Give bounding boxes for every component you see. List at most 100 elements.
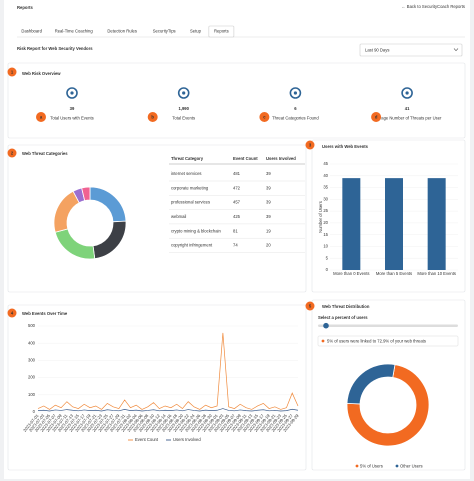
stat-icon	[289, 87, 302, 99]
y-tick-label: 15	[323, 232, 328, 237]
info-icon	[321, 339, 325, 343]
stat-label: Average Number of Threats per User	[373, 116, 442, 121]
x-tick-label: More than 10 Events	[417, 271, 456, 276]
table-cell: 472	[233, 185, 241, 190]
x-tick-label: More than 5 Events	[376, 271, 412, 276]
line-series	[37, 332, 299, 410]
info-text: 5% of users were linked to 72.9% of your…	[327, 338, 426, 343]
badge-label: 2	[11, 150, 14, 155]
badge	[7, 67, 17, 77]
y-tick-label: 30	[323, 196, 328, 201]
legend-swatch	[395, 464, 399, 468]
section-title: Users with Web Events	[322, 144, 369, 149]
y-tick-label: 0	[326, 267, 329, 272]
y-axis-label: Number of Users	[318, 201, 323, 233]
table-header: Threat Category	[171, 156, 204, 161]
stat-label: Total Users with Events	[50, 116, 94, 121]
y-tick-label: 40	[323, 173, 328, 178]
donut-segment	[346, 364, 430, 447]
badge-label: 3	[309, 142, 312, 147]
section-title: Web Risk Overview	[22, 71, 61, 76]
badge-label: d	[375, 114, 378, 119]
y-tick-label: 500	[28, 323, 36, 328]
stat-icon-dot	[405, 91, 409, 95]
legend-label: Users Involved	[173, 437, 201, 442]
badge-label: 4	[11, 310, 14, 315]
legend-swatch	[355, 464, 359, 468]
table-cell: 19	[266, 228, 271, 233]
table-cell: internet services	[171, 171, 202, 176]
bar	[385, 178, 403, 270]
table-cell: 74	[233, 243, 238, 248]
slider-label: Select a percent of users	[318, 315, 368, 320]
table-cell: professional services	[171, 200, 210, 205]
tab-active	[208, 25, 235, 38]
slider-track[interactable]	[318, 324, 458, 328]
section-title: Web Threat Categories	[22, 151, 68, 156]
section-title: Web Threat Distribution	[322, 304, 370, 309]
card	[7, 304, 307, 471]
stat-icon-dot	[293, 91, 297, 95]
select[interactable]	[359, 43, 463, 57]
donut-segment	[81, 186, 91, 202]
y-tick-label: 5	[326, 255, 329, 260]
y-tick-label: 400	[28, 340, 36, 345]
table-cell: copyright infringement	[171, 243, 213, 248]
y-tick-label: 0	[33, 409, 36, 414]
page-title: Reports	[17, 5, 33, 10]
tab: Detection Rules	[107, 29, 137, 34]
tab: Setup	[190, 29, 202, 34]
back-link: ← Back to SecurityCoach Reports	[401, 4, 465, 9]
badge	[305, 140, 315, 150]
stat-value: 39	[70, 106, 75, 111]
badge	[36, 112, 46, 122]
select-arrow	[453, 48, 459, 52]
y-tick-label: 20	[323, 220, 328, 225]
table-cell: 425	[233, 214, 241, 219]
badge-label: 1	[11, 69, 14, 74]
slider-handle[interactable]	[323, 322, 329, 329]
badge	[7, 308, 17, 318]
select-value: Last 90 Days	[365, 47, 389, 52]
bar	[342, 178, 361, 270]
badge	[305, 301, 315, 311]
stat-icon	[401, 87, 413, 99]
tab: Reports	[214, 29, 229, 34]
table-cell: 39	[266, 214, 271, 219]
badge	[147, 112, 158, 122]
y-tick-label: 100	[28, 392, 36, 397]
table-cell: 39	[266, 171, 271, 176]
stat-icon-dot	[70, 91, 74, 95]
stat-label: Total Events	[172, 116, 195, 121]
card	[7, 144, 307, 293]
info-box	[317, 335, 459, 347]
table-cell: crypto mining & blockchain	[171, 228, 221, 233]
table-cell: 81	[233, 228, 238, 233]
y-tick-label: 25	[323, 208, 328, 213]
y-tick-label: 35	[323, 185, 328, 190]
table-cell: webmail	[171, 214, 186, 219]
stat-value: 1,990	[178, 106, 189, 111]
badge-label: b	[151, 114, 154, 119]
badge	[7, 148, 17, 158]
stat-icon	[177, 87, 190, 99]
table-header: Event Count	[233, 156, 258, 161]
y-tick-label: 45	[323, 161, 328, 166]
x-tick-label: More than 0 Events	[333, 271, 369, 276]
stat-value: 6	[294, 106, 297, 111]
legend-label: Event Count	[135, 437, 159, 442]
section-title: Web Events Over Time	[22, 311, 68, 316]
tab: Real-Time Coaching	[55, 29, 94, 34]
stat-label: Threat Categories Found	[272, 116, 319, 121]
y-tick-label: 200	[28, 375, 36, 380]
table-header: Users Involved	[266, 156, 296, 161]
stat-icon	[66, 87, 78, 99]
badge-label: c	[263, 114, 266, 119]
tab: SecurityTips	[153, 29, 176, 34]
card	[7, 62, 466, 139]
table-cell: corporate marketing	[171, 185, 209, 190]
badge	[259, 112, 270, 122]
stat-value: 41	[405, 106, 410, 111]
